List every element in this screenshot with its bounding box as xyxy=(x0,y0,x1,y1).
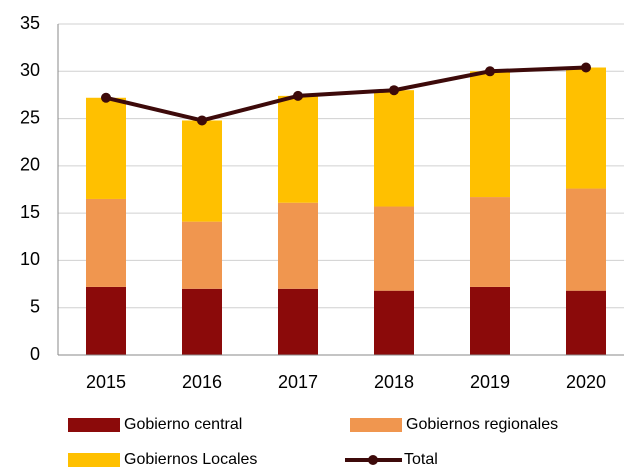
total-point xyxy=(485,66,495,77)
y-tick-label: 35 xyxy=(20,13,40,33)
bar xyxy=(470,197,510,287)
bar xyxy=(278,202,318,289)
bar xyxy=(278,288,318,355)
bar xyxy=(470,286,510,355)
x-tick-label: 2018 xyxy=(374,372,414,392)
legend-swatch xyxy=(68,453,120,467)
total-point xyxy=(293,90,303,101)
legend-swatch xyxy=(68,418,120,432)
x-tick-label: 2020 xyxy=(566,372,606,392)
legend-swatch xyxy=(350,418,402,432)
total-line xyxy=(105,65,587,123)
total-point xyxy=(389,85,399,96)
bar xyxy=(374,290,414,355)
bar xyxy=(86,97,126,199)
total-point xyxy=(581,62,591,73)
bar xyxy=(86,286,126,355)
bar xyxy=(566,188,606,291)
y-tick-label: 10 xyxy=(20,249,40,269)
bar xyxy=(86,198,126,287)
legend-label: Total xyxy=(404,451,438,468)
total-point xyxy=(197,115,207,126)
bar xyxy=(374,90,414,207)
y-tick-label: 30 xyxy=(20,60,40,80)
bar xyxy=(182,120,222,222)
legend-label: Gobierno central xyxy=(124,416,242,433)
total-point xyxy=(101,92,111,103)
bar xyxy=(566,290,606,355)
legend-point xyxy=(368,455,378,465)
bar xyxy=(470,71,510,198)
y-tick-label: 5 xyxy=(30,296,40,316)
bar xyxy=(182,221,222,289)
bar xyxy=(374,206,414,291)
x-tick-label: 2015 xyxy=(86,372,126,392)
y-tick-label: 20 xyxy=(20,155,40,175)
legend: Gobierno central Gobiernos regionales Gobi… xyxy=(68,416,558,468)
legend-label: Gobiernos regionales xyxy=(406,416,558,433)
bar xyxy=(566,67,606,189)
bar xyxy=(182,288,222,355)
x-tick-label: 2017 xyxy=(278,372,318,392)
legend-label: Gobiernos Locales xyxy=(124,451,257,468)
y-tick-label: 0 xyxy=(30,344,40,364)
bar xyxy=(278,95,318,203)
x-tick-label: 2019 xyxy=(470,372,510,392)
x-tick-label: 2016 xyxy=(182,372,222,392)
y-tick-label: 15 xyxy=(20,202,40,222)
y-tick-label: 25 xyxy=(20,107,40,127)
